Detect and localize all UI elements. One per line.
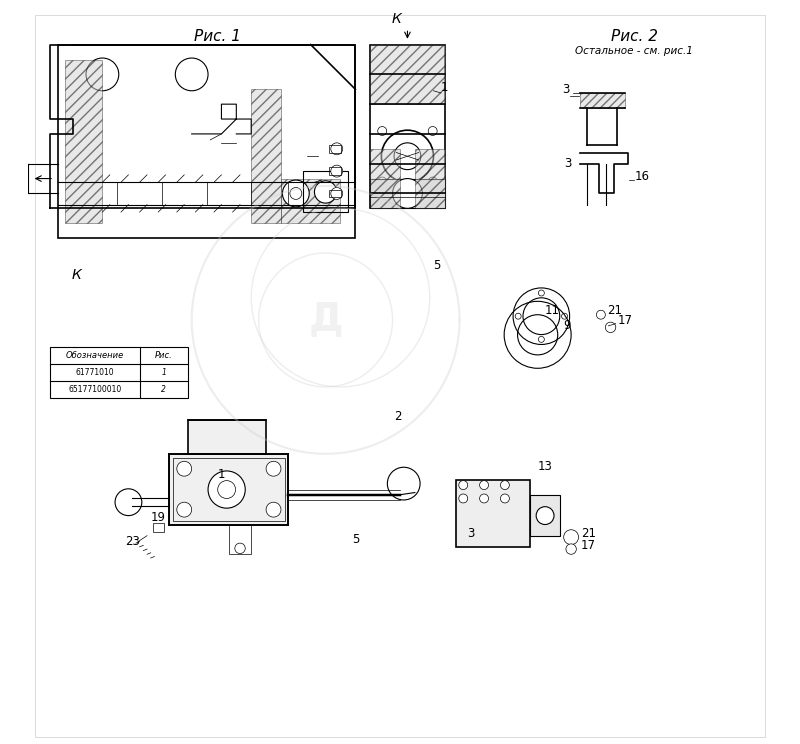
Text: 2: 2 (394, 411, 402, 423)
Text: 11: 11 (545, 304, 560, 317)
Circle shape (331, 165, 342, 177)
Circle shape (378, 177, 386, 186)
Circle shape (538, 336, 544, 342)
Circle shape (597, 310, 606, 319)
Text: 9: 9 (564, 319, 571, 332)
Bar (50, 347, 188, 398)
Circle shape (501, 481, 510, 490)
Text: 3: 3 (467, 527, 474, 540)
Circle shape (177, 502, 192, 517)
Bar (153, 523, 164, 532)
Text: 61771010: 61771010 (76, 368, 114, 377)
Text: 16: 16 (634, 170, 650, 183)
Circle shape (428, 177, 437, 186)
Circle shape (393, 179, 422, 208)
Text: 17: 17 (581, 539, 596, 552)
Text: 1: 1 (218, 468, 226, 481)
Circle shape (235, 543, 246, 554)
Circle shape (562, 313, 567, 319)
Text: 19: 19 (150, 511, 166, 524)
Circle shape (290, 187, 302, 199)
Bar (370, 45, 445, 104)
Circle shape (177, 461, 192, 476)
Text: 1: 1 (162, 368, 166, 377)
Bar (229, 525, 251, 554)
Bar (303, 171, 348, 212)
Bar (580, 93, 625, 108)
Text: Остальное - см. рис.1: Остальное - см. рис.1 (575, 45, 694, 56)
Circle shape (566, 544, 576, 554)
Circle shape (480, 494, 489, 503)
Circle shape (175, 58, 208, 91)
Text: Рис.: Рис. (155, 351, 173, 360)
Text: К: К (391, 12, 402, 25)
Circle shape (538, 290, 544, 296)
Circle shape (382, 130, 434, 182)
Text: 65177100010: 65177100010 (69, 385, 122, 394)
Text: 3: 3 (564, 158, 571, 170)
Circle shape (536, 507, 554, 525)
Circle shape (501, 494, 510, 503)
Circle shape (428, 126, 437, 135)
Text: 13: 13 (538, 461, 553, 473)
Text: 23: 23 (125, 535, 139, 548)
Bar (370, 45, 445, 208)
Circle shape (314, 181, 337, 203)
Text: 21: 21 (607, 304, 622, 317)
Bar (370, 149, 400, 208)
Text: Рис. 2: Рис. 2 (611, 29, 658, 44)
Circle shape (266, 502, 281, 517)
Bar (456, 480, 530, 547)
Text: 1: 1 (441, 81, 449, 94)
Bar (370, 179, 445, 208)
Bar (330, 190, 342, 197)
Text: 2: 2 (162, 385, 166, 394)
Text: 5: 5 (352, 533, 359, 546)
Circle shape (515, 313, 521, 319)
Bar (251, 89, 281, 223)
Bar (415, 149, 445, 208)
Circle shape (282, 180, 310, 207)
Bar (330, 145, 342, 153)
Circle shape (208, 471, 246, 508)
Bar (281, 179, 341, 223)
Text: 3: 3 (562, 83, 570, 96)
Text: Рис. 1: Рис. 1 (194, 29, 242, 44)
Bar (170, 454, 289, 525)
Text: Обозначение: Обозначение (66, 351, 124, 360)
Text: Д: Д (308, 301, 343, 339)
Text: 21: 21 (581, 527, 596, 540)
Circle shape (458, 494, 468, 503)
Circle shape (606, 322, 616, 333)
Circle shape (218, 481, 235, 498)
Circle shape (394, 143, 421, 170)
Circle shape (331, 143, 342, 155)
Text: 17: 17 (618, 315, 632, 327)
Bar (330, 167, 342, 175)
Bar (530, 495, 560, 536)
Circle shape (480, 481, 489, 490)
Circle shape (378, 126, 386, 135)
Bar (173, 458, 285, 521)
Text: 5: 5 (434, 260, 441, 272)
Text: К: К (71, 268, 82, 282)
Bar (66, 60, 102, 223)
Circle shape (564, 530, 578, 545)
Bar (188, 420, 266, 454)
Bar (58, 45, 355, 238)
Circle shape (458, 481, 468, 490)
Circle shape (86, 58, 118, 91)
Circle shape (115, 489, 142, 516)
Circle shape (387, 467, 420, 500)
Circle shape (266, 461, 281, 476)
Circle shape (331, 187, 342, 199)
